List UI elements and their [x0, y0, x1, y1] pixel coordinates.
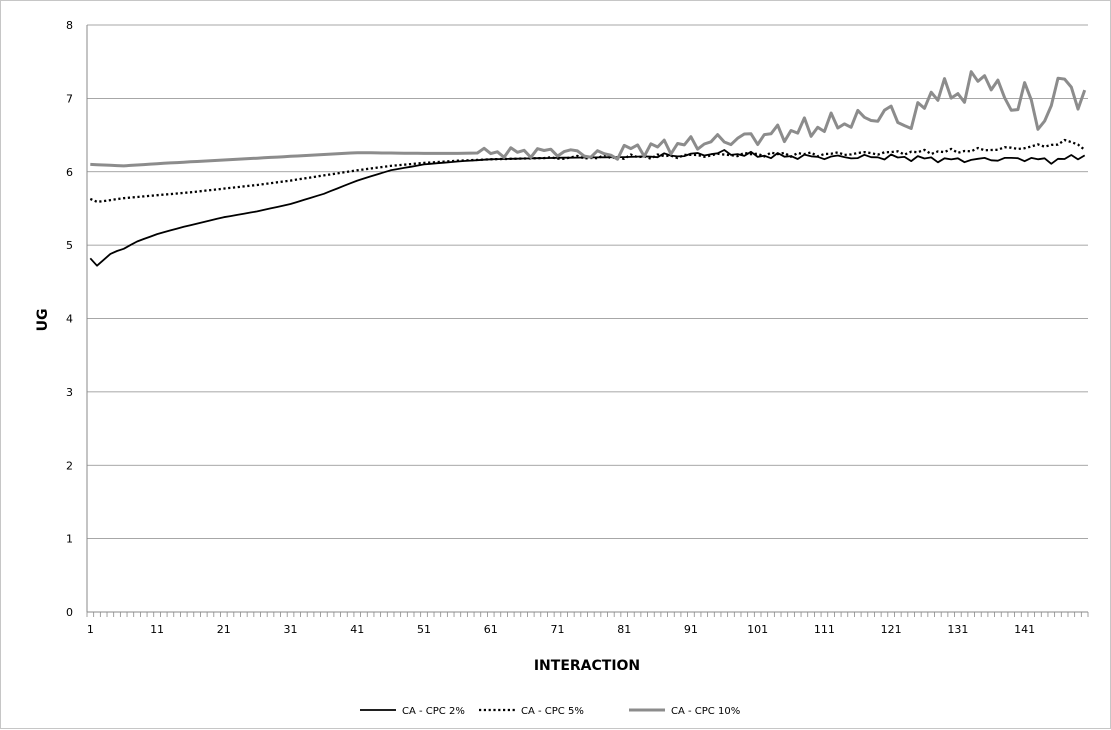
y-tick-label: 4 — [66, 313, 73, 326]
x-tick-label: 41 — [350, 623, 364, 636]
x-axis-title: INTERACTION — [534, 658, 640, 674]
y-tick-label: 1 — [66, 533, 73, 546]
x-tick-label: 101 — [747, 623, 768, 636]
x-tick-label: 51 — [417, 623, 431, 636]
x-tick-label: 111 — [814, 623, 835, 636]
x-tick-label: 121 — [881, 623, 902, 636]
legend: CA - CPC 2% CA - CPC 5% CA - CPC 10% — [360, 706, 740, 717]
x-tick-label: 31 — [284, 623, 298, 636]
axes — [86, 25, 1089, 617]
y-tick-label: 6 — [66, 166, 73, 179]
legend-label: CA - CPC 10% — [671, 706, 740, 717]
legend-item-1: CA - CPC 2% — [360, 706, 465, 717]
x-tick-label: 131 — [947, 623, 968, 636]
x-tick-label: 1 — [87, 623, 94, 636]
x-tick-label: 11 — [150, 623, 164, 636]
series-line-2 — [89, 138, 1086, 203]
y-tick-label: 2 — [66, 459, 73, 472]
legend-label: CA - CPC 2% — [402, 706, 465, 717]
legend-item-2: CA - CPC 5% — [479, 706, 584, 717]
x-tick-label: 71 — [550, 623, 564, 636]
legend-label: CA - CPC 5% — [521, 706, 584, 717]
x-tick-label: 81 — [617, 623, 631, 636]
series-line-1 — [89, 149, 1086, 267]
gridlines — [87, 24, 1088, 540]
y-tick-label: 0 — [66, 606, 73, 619]
y-tick-label: 3 — [66, 386, 73, 399]
legend-item-3: CA - CPC 10% — [629, 706, 740, 717]
x-tick-label: 141 — [1014, 623, 1035, 636]
x-tick-label: 61 — [484, 623, 498, 636]
y-axis-title: UG — [35, 309, 51, 332]
y-tick-label: 5 — [66, 239, 73, 252]
x-tick-label: 91 — [684, 623, 698, 636]
y-tick-label: 8 — [66, 19, 73, 32]
series-lines — [89, 70, 1087, 267]
series-line-3 — [90, 70, 1087, 168]
x-tick-label: 21 — [217, 623, 231, 636]
y-tick-label: 7 — [66, 92, 73, 105]
